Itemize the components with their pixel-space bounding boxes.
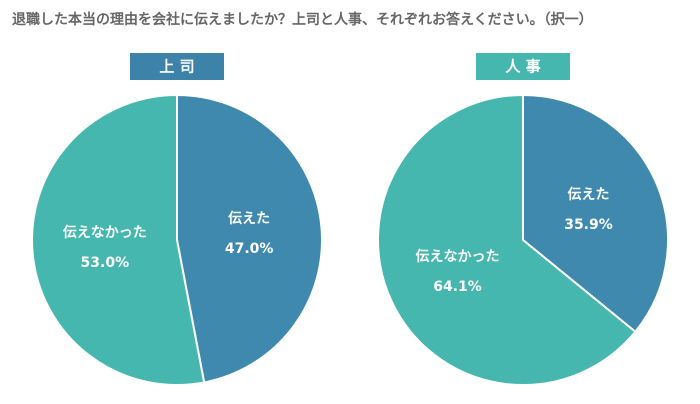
- slice-value-label: 47.0%: [225, 241, 274, 257]
- slice-category-label: 伝えた: [568, 186, 610, 203]
- pie-slice: [377, 93, 637, 386]
- chart-title-box: [476, 53, 570, 80]
- page-title: 退職した本当の理由を会社に伝えましたか？上司と人事、それぞれお答えください。（択…: [12, 11, 593, 28]
- pie-slice: [176, 93, 323, 384]
- slice-value-label: 35.9%: [564, 217, 613, 233]
- slice-category-label: 伝えなかった: [415, 248, 499, 265]
- slice-category-label: 伝えた: [228, 210, 270, 227]
- chart-title: 人 事: [505, 58, 540, 76]
- slice-category-label: 伝えなかった: [63, 224, 147, 241]
- chart-title: 上 司: [159, 58, 194, 76]
- chart-title-box: [130, 53, 224, 80]
- pie-slice: [522, 93, 669, 334]
- slice-value-label: 64.1%: [433, 279, 482, 295]
- slice-value-label: 53.0%: [81, 255, 130, 271]
- pie-slice: [31, 93, 206, 386]
